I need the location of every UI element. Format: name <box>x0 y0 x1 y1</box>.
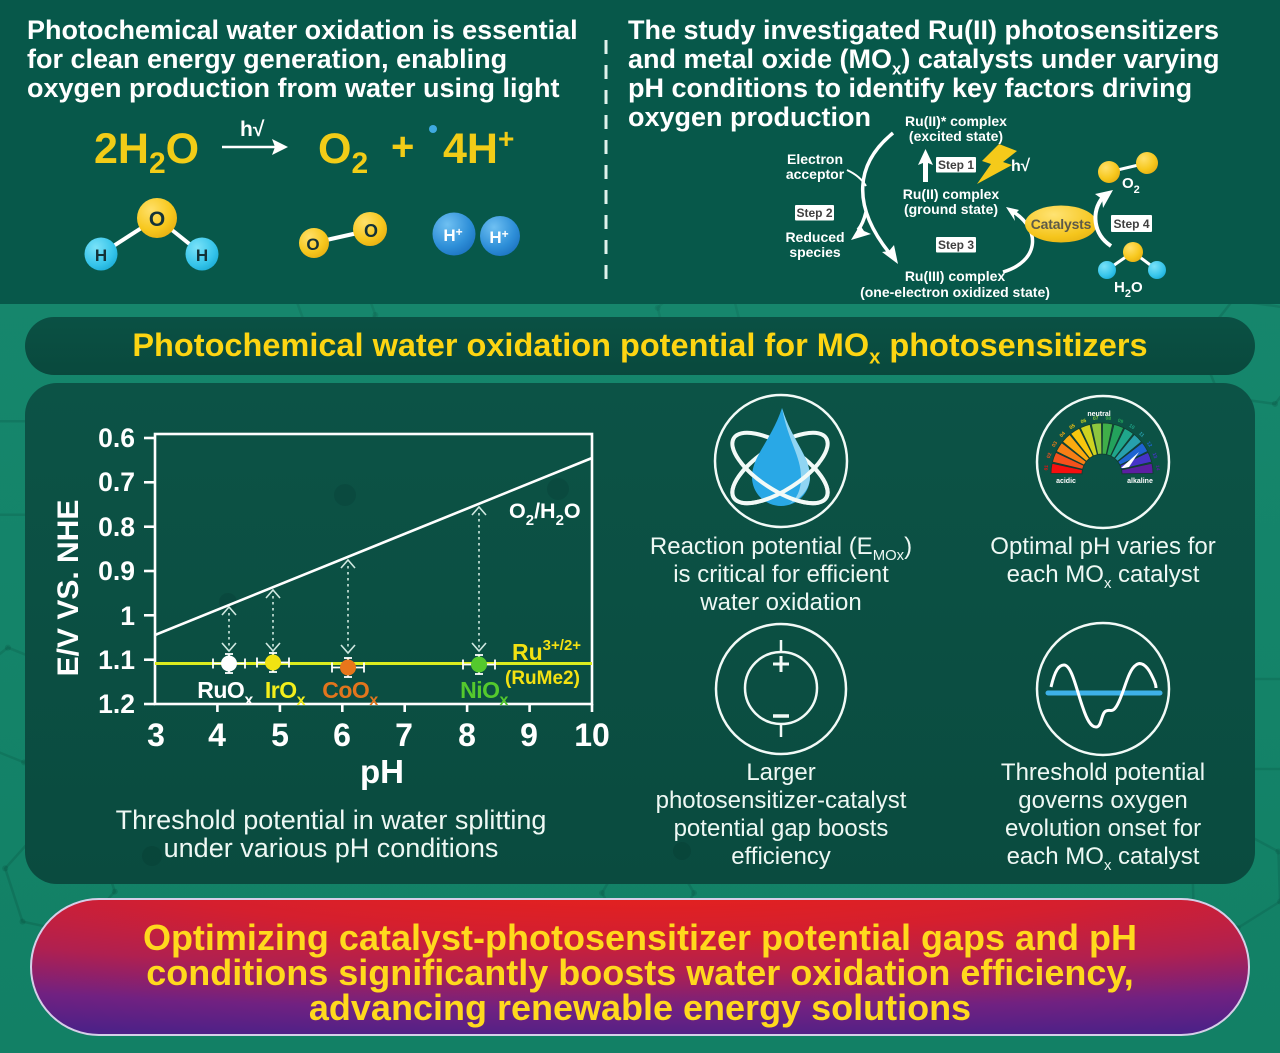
svg-text:06: 06 <box>1080 418 1087 426</box>
svg-text:4H+: 4H+ <box>443 123 514 173</box>
svg-text:8: 8 <box>458 717 476 753</box>
svg-text:07: 07 <box>1093 415 1099 422</box>
svg-text:4: 4 <box>208 717 226 753</box>
svg-text:O2/H2O: O2/H2O <box>509 499 581 529</box>
svg-text:0.8: 0.8 <box>98 512 135 542</box>
svg-text:Step 1: Step 1 <box>938 158 974 172</box>
svg-text:2H2O: 2H2O <box>94 125 199 180</box>
svg-text:08: 08 <box>1105 416 1111 423</box>
svg-text:04: 04 <box>1059 431 1067 439</box>
svg-text:Ru(II)* complex: Ru(II)* complex <box>905 113 1007 129</box>
svg-text:h√: h√ <box>240 118 265 141</box>
svg-text:O: O <box>364 221 378 241</box>
svg-text:Step 2: Step 2 <box>796 206 832 220</box>
svg-text:03: 03 <box>1051 440 1059 448</box>
svg-text:O: O <box>306 235 319 254</box>
svg-text:01: 01 <box>1044 464 1051 470</box>
svg-text:h√: h√ <box>1011 156 1031 175</box>
svg-text:13: 13 <box>1151 452 1159 459</box>
svg-text:acidic: acidic <box>1056 478 1076 485</box>
svg-text:Step 4: Step 4 <box>1113 217 1149 231</box>
svg-text:10: 10 <box>1128 423 1136 431</box>
svg-text:Ru(II) complex: Ru(II) complex <box>903 186 1000 202</box>
svg-text:Reduced: Reduced <box>785 229 844 245</box>
svg-text:10: 10 <box>574 717 610 753</box>
svg-text:O: O <box>149 208 165 231</box>
svg-text:O2: O2 <box>318 125 368 180</box>
svg-text:5: 5 <box>271 717 289 753</box>
svg-text:Ru(III) complex: Ru(III) complex <box>905 268 1006 284</box>
svg-text:E/V VS. NHE: E/V VS. NHE <box>52 500 85 677</box>
svg-text:H2O: H2O <box>1114 279 1143 300</box>
svg-text:05: 05 <box>1069 423 1077 431</box>
svg-text:H: H <box>95 246 107 265</box>
svg-text:6: 6 <box>333 717 351 753</box>
svg-text:neutral: neutral <box>1087 411 1110 418</box>
svg-text:Electron: Electron <box>787 151 843 167</box>
svg-text:pH: pH <box>360 753 404 790</box>
svg-text:(excited state): (excited state) <box>909 128 1003 144</box>
svg-text:Ru3+/2+: Ru3+/2+ <box>512 637 581 665</box>
svg-text:1.1: 1.1 <box>98 645 135 675</box>
svg-text:Catalysts: Catalysts <box>1031 216 1092 232</box>
svg-text:0.7: 0.7 <box>98 467 135 497</box>
svg-text:09: 09 <box>1117 418 1124 426</box>
svg-text:0.9: 0.9 <box>98 556 135 586</box>
svg-text:O2: O2 <box>1122 175 1140 196</box>
svg-text:02: 02 <box>1046 452 1054 459</box>
svg-text:12: 12 <box>1145 441 1153 449</box>
svg-text:(one-electron oxidized state): (one-electron oxidized state) <box>860 284 1050 300</box>
svg-text:3: 3 <box>147 717 165 753</box>
svg-text:alkaline: alkaline <box>1127 478 1153 485</box>
svg-text:species: species <box>789 244 841 260</box>
svg-text:1.2: 1.2 <box>98 689 135 719</box>
svg-text:0.6: 0.6 <box>98 423 135 453</box>
svg-text:9: 9 <box>520 717 538 753</box>
svg-text:14: 14 <box>1154 465 1161 471</box>
svg-text:(ground state): (ground state) <box>904 201 998 217</box>
svg-text:(RuMe2): (RuMe2) <box>505 668 580 689</box>
svg-text:7: 7 <box>395 717 413 753</box>
svg-text:1: 1 <box>120 601 135 631</box>
svg-text:Step 3: Step 3 <box>938 238 974 252</box>
svg-text:11: 11 <box>1137 431 1145 439</box>
svg-text:acceptor: acceptor <box>786 166 845 182</box>
svg-text:+: + <box>391 125 414 169</box>
svg-text:H: H <box>196 246 208 265</box>
